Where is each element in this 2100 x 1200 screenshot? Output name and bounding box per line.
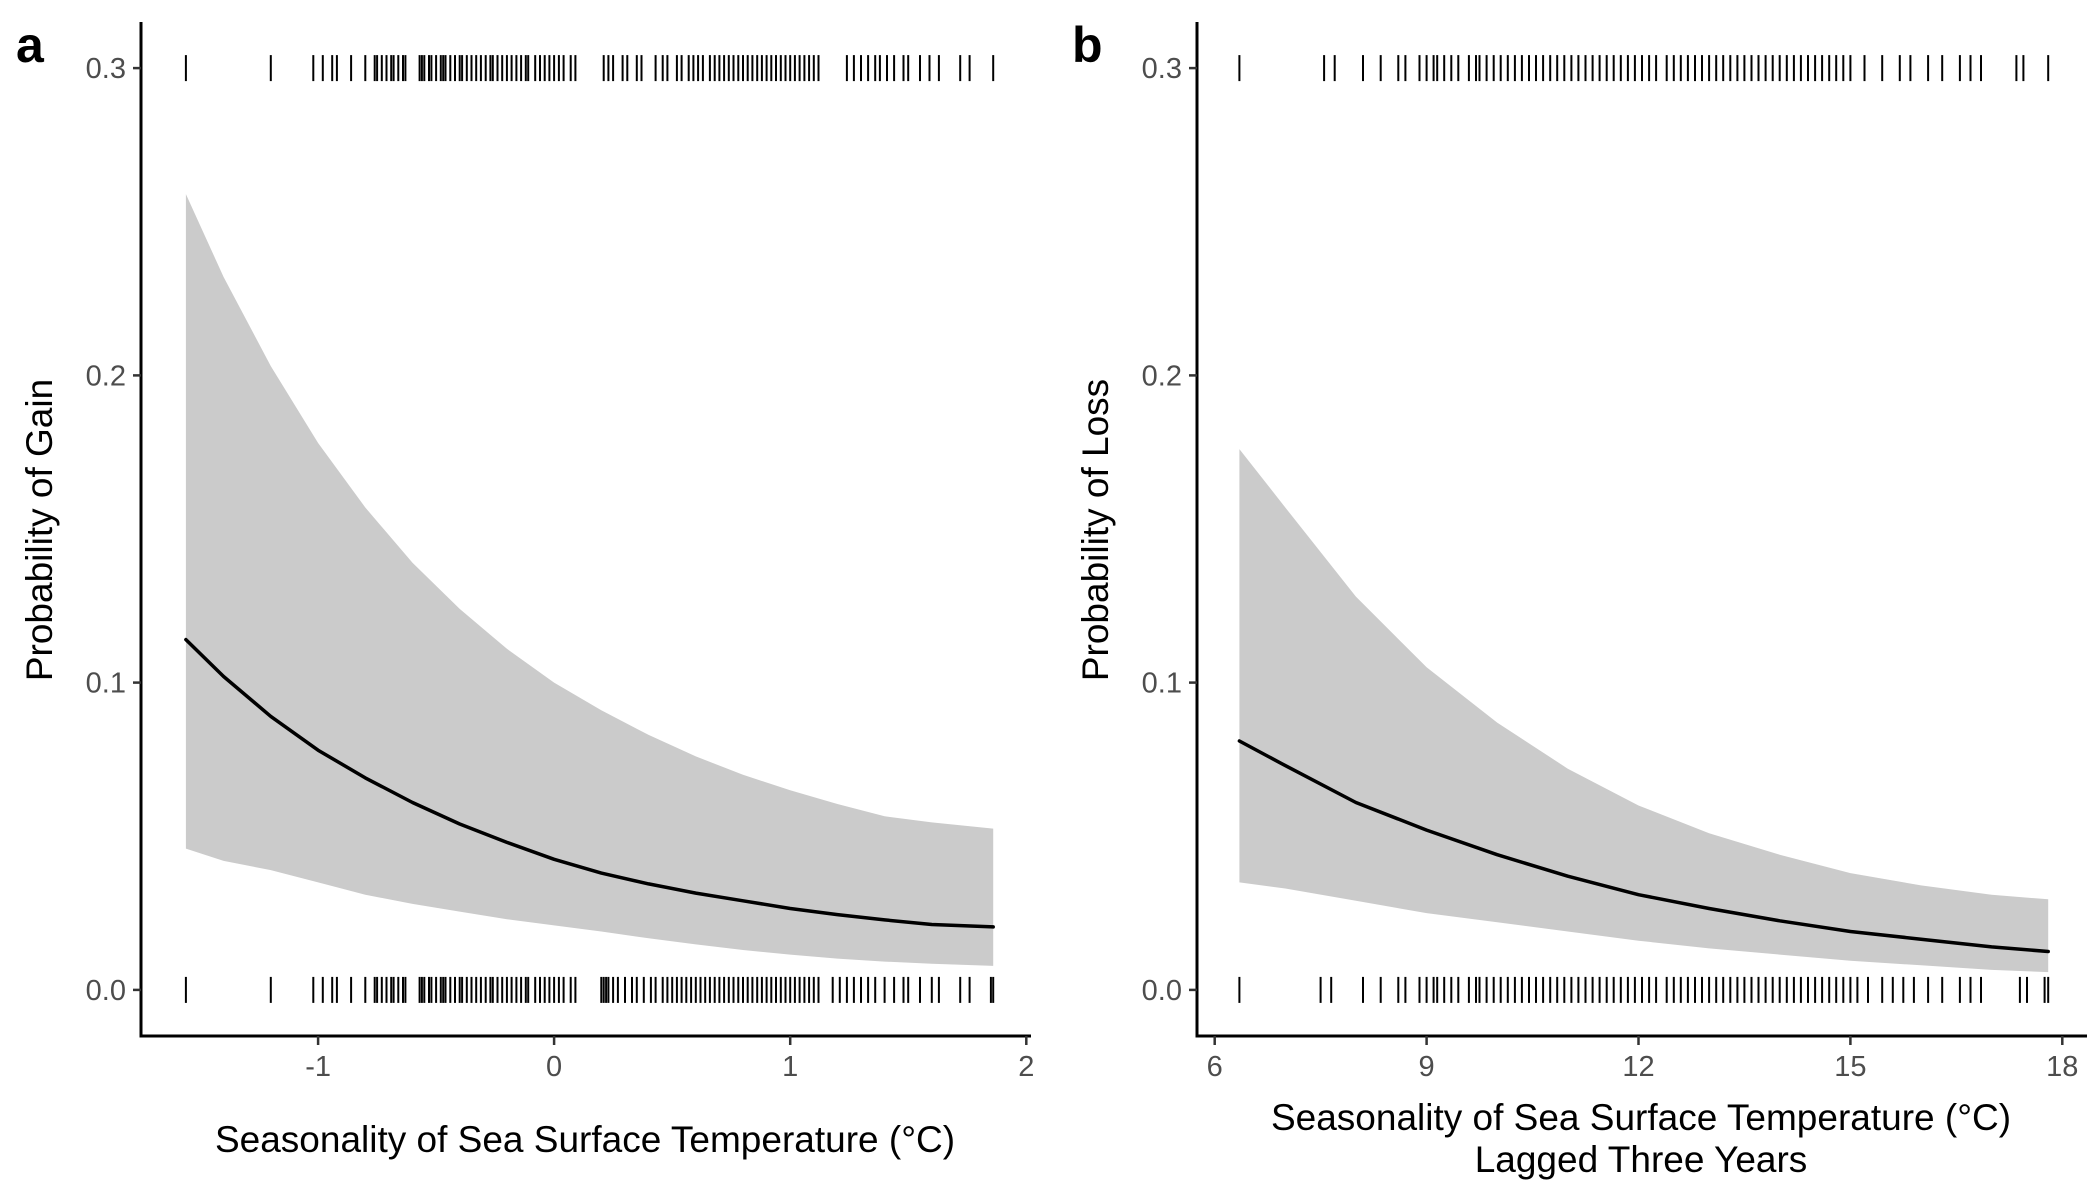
panel-b-x-tick-label: 15 — [1834, 1051, 1866, 1083]
panel-b-x-axis-title-line2: Lagged Three Years — [1475, 1139, 1808, 1180]
panel-a: a 0.0 0.1 0.2 0.3 -1 0 1 2 Seasonality of Sea … — [16, 17, 1034, 1160]
panel-a-letter: a — [16, 17, 45, 73]
panel-b-rug-top — [1238, 55, 2050, 82]
panel-b-x-tick-label: 6 — [1207, 1051, 1223, 1083]
panel-b-x-ticks: 6 9 12 15 18 — [1207, 1036, 2078, 1083]
panel-b-fit-line — [1237, 739, 2050, 954]
panel-a-band-group — [185, 194, 994, 966]
panel-a-rug-bottom — [184, 976, 995, 1003]
panel-b-x-tick-label: 9 — [1419, 1051, 1435, 1083]
panel-b-letter: b — [1072, 17, 1103, 73]
panel-a-y-tick-label: 0.3 — [86, 53, 126, 85]
panel-a-x-axis-title: Seasonality of Sea Surface Temperature (… — [215, 1119, 955, 1160]
panel-a-y-ticks: 0.0 0.1 0.2 0.3 — [86, 53, 141, 1007]
panel-a-x-tick-label: 0 — [546, 1051, 562, 1083]
panel-a-x-tick-label: -1 — [305, 1051, 331, 1083]
panel-b-line-group — [1237, 739, 2050, 954]
panel-a-y-tick-label: 0.2 — [86, 360, 126, 392]
panel-b-x-tick-label: 12 — [1622, 1051, 1654, 1083]
panel-b-y-axis-title: Probability of Loss — [1075, 379, 1116, 681]
panel-a-x-tick-label: 1 — [782, 1051, 798, 1083]
panel-b-rug-bottom — [1238, 976, 2050, 1003]
panel-b: b 0.0 0.1 0.2 0.3 6 9 12 15 18 Seasonality of S… — [1072, 17, 2087, 1180]
panel-a-x-tick-label: 2 — [1018, 1051, 1034, 1083]
panel-b-band-group — [1239, 449, 2049, 973]
panel-b-x-axis-title: Seasonality of Sea Surface Temperature (… — [1271, 1097, 2011, 1138]
panel-a-rug-top — [184, 55, 995, 82]
panel-b-confidence-band — [1239, 449, 2049, 973]
panel-b-y-tick-label: 0.2 — [1142, 360, 1182, 392]
panel-b-y-ticks: 0.0 0.1 0.2 0.3 — [1142, 53, 1197, 1007]
panel-b-y-tick-label: 0.0 — [1142, 975, 1182, 1007]
panel-a-x-ticks: -1 0 1 2 — [305, 1036, 1034, 1083]
panel-b-x-tick-label: 18 — [2046, 1051, 2078, 1083]
panel-a-y-tick-label: 0.0 — [86, 975, 126, 1007]
panel-a-confidence-band — [185, 194, 994, 966]
panel-a-fit-line — [184, 637, 995, 929]
panel-a-y-axis-title: Probability of Gain — [19, 379, 60, 681]
panel-a-y-tick-label: 0.1 — [86, 668, 126, 700]
panel-a-line-group — [184, 637, 995, 929]
panel-b-y-tick-label: 0.1 — [1142, 668, 1182, 700]
panel-b-y-tick-label: 0.3 — [1142, 53, 1182, 85]
